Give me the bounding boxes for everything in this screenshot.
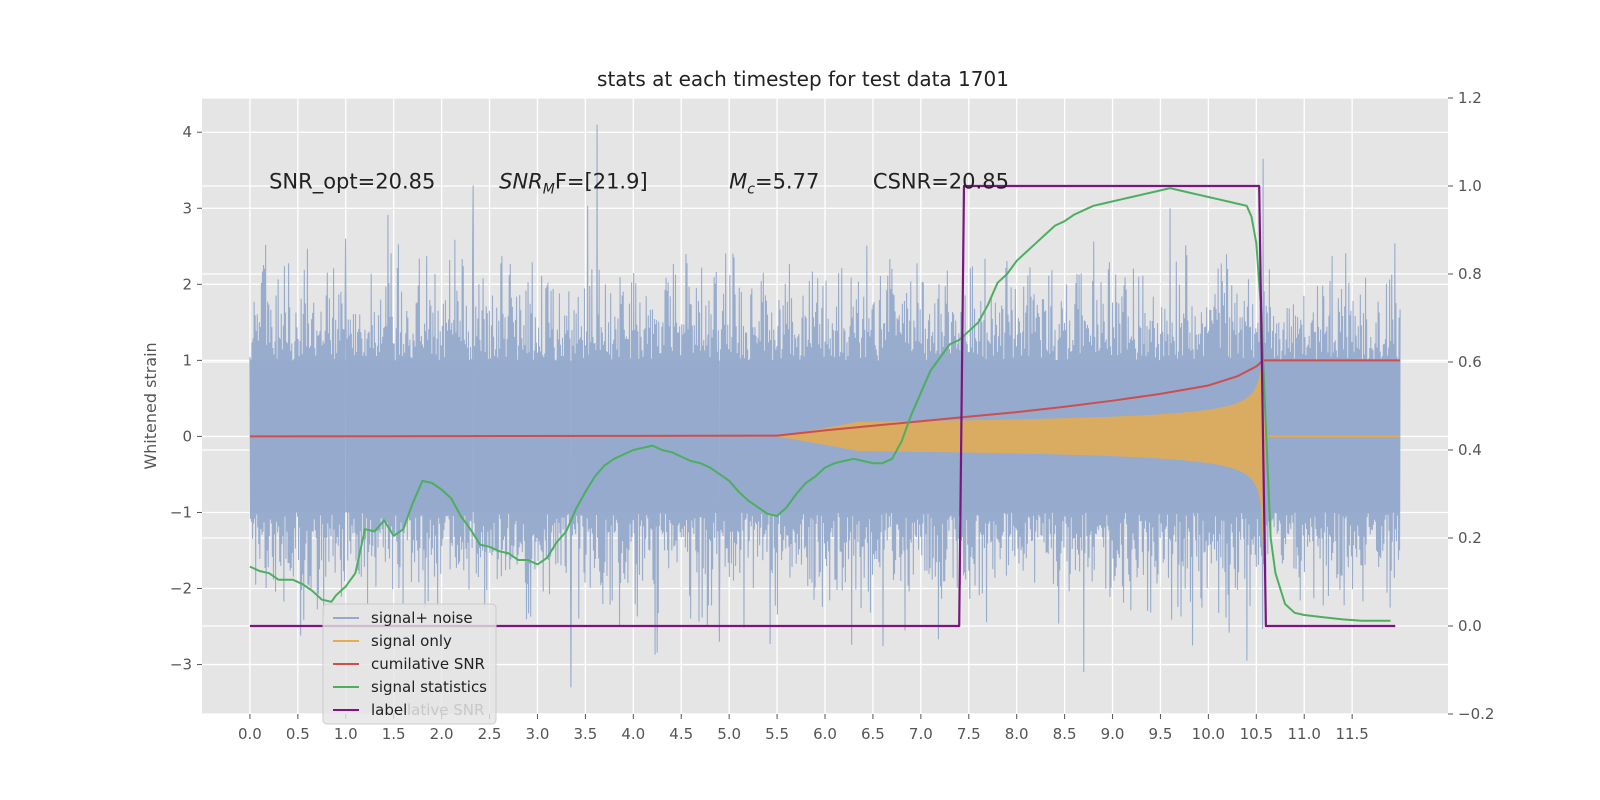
signal-only-series — [777, 317, 1401, 556]
x-tick-label: 8.5 — [1053, 725, 1077, 743]
x-tick-label: 1.5 — [382, 725, 406, 743]
cumulative-snr-line — [249, 359, 1401, 438]
line-series — [249, 184, 1401, 628]
legend: signal+ noise signal only cumilative SNR si… — [322, 603, 497, 725]
x-tick-label: 7.0 — [909, 725, 933, 743]
y-right-tick-label: 1.2 — [1458, 89, 1482, 107]
x-tick-label: 2.5 — [478, 725, 502, 743]
y-right-tick-label: 0.2 — [1458, 529, 1482, 547]
annotations: SNR_opt=20.85 SNRMF=[21.9] Mc=5.77 CSNR=20.… — [269, 170, 1009, 198]
x-tick-label: 11.5 — [1335, 725, 1368, 743]
x-tick-label: 11.0 — [1288, 725, 1321, 743]
x-tick-label: 2.0 — [430, 725, 454, 743]
y-axis-label: Whitened strain — [141, 342, 160, 469]
y-right-axis-ticks: −0.2 0.0 0.2 0.4 0.6 0.8 1.0 1.2 — [1448, 89, 1494, 723]
legend-label: label — [371, 701, 407, 719]
x-tick-label: 8.0 — [1005, 725, 1029, 743]
x-tick-label: 6.0 — [813, 725, 837, 743]
signal-only-envelope — [777, 317, 1266, 556]
annotation-1: SNRMF=[21.9] — [499, 170, 648, 198]
y-right-tick-label: 0.4 — [1458, 441, 1482, 459]
label-line — [249, 184, 1396, 628]
x-tick-label: 5.0 — [717, 725, 741, 743]
x-axis-ticks: 0.0 0.5 1.0 1.5 2.0 2.5 3.0 3.5 4.0 4.5 5.0 5.5 6.0 6… — [238, 714, 1369, 743]
y-tick-label: 2 — [182, 275, 192, 293]
x-tick-label: 0.5 — [286, 725, 310, 743]
x-tick-label: 3.0 — [526, 725, 550, 743]
y-tick-label: 3 — [182, 199, 192, 217]
y-right-tick-label: 0.0 — [1458, 617, 1482, 635]
legend-label: signal statistics — [371, 678, 487, 696]
y-axis-ticks: −3 −2 −1 0 1 2 3 4 — [170, 123, 202, 674]
x-tick-label: 3.5 — [573, 725, 597, 743]
x-tick-label: 1.0 — [334, 725, 358, 743]
y-right-tick-label: 1.0 — [1458, 177, 1482, 195]
legend-label: cumilative SNR — [371, 655, 485, 673]
y-tick-label: 4 — [182, 123, 192, 141]
y-right-tick-label: 0.8 — [1458, 265, 1482, 283]
annotation-0: SNR_opt=20.85 — [269, 170, 435, 195]
x-tick-label: 4.5 — [669, 725, 693, 743]
legend-box — [322, 603, 497, 725]
x-tick-label: 10.5 — [1240, 725, 1273, 743]
y-tick-label: 1 — [182, 351, 192, 369]
annotation-3: CSNR=20.85 — [873, 170, 1009, 194]
annotation-2: Mc=5.77 — [729, 170, 819, 198]
y-right-tick-label: 0.6 — [1458, 353, 1482, 371]
signal-statistics-line — [249, 187, 1391, 622]
chart-title: stats at each timestep for test data 170… — [597, 67, 1009, 91]
x-tick-label: 6.5 — [861, 725, 885, 743]
legend-ghost-text: lative SNR — [407, 701, 484, 719]
y-tick-label: −3 — [170, 656, 192, 674]
y-right-tick-label: −0.2 — [1458, 705, 1494, 723]
y-tick-label: 0 — [182, 427, 192, 445]
x-tick-label: 10.0 — [1192, 725, 1225, 743]
x-tick-label: 9.5 — [1149, 725, 1173, 743]
x-tick-label: 9.0 — [1101, 725, 1125, 743]
y-tick-label: −1 — [170, 503, 192, 521]
y-tick-label: −2 — [170, 580, 192, 598]
x-tick-label: 5.5 — [765, 725, 789, 743]
legend-label: signal+ noise — [371, 609, 473, 627]
x-tick-label: 4.0 — [621, 725, 645, 743]
legend-label: signal only — [371, 632, 452, 650]
x-tick-label: 0.0 — [238, 725, 262, 743]
x-tick-label: 7.5 — [957, 725, 981, 743]
